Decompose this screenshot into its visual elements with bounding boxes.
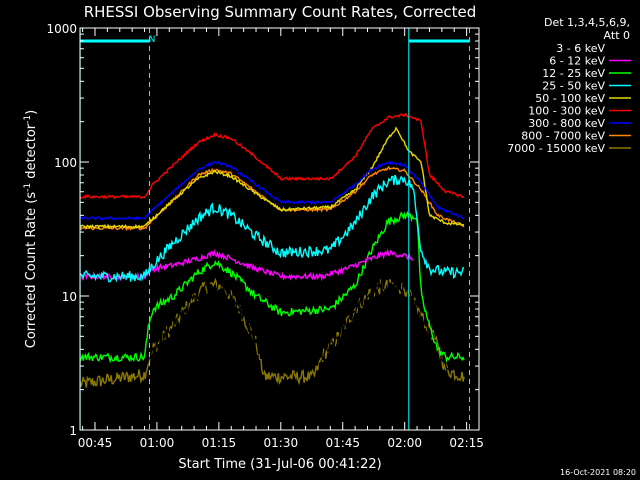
legend-label: 100 - 300 keV <box>528 105 605 118</box>
x-ticks: 00:45 01:00 01:15 01:30 01:45 02:00 02:15 <box>78 28 484 450</box>
series-line <box>80 165 465 231</box>
legend-header-line-1: Det 1,3,4,5,6,9, <box>544 16 630 29</box>
y-axis-label: Corrected Count Rate (s-1 detector-1) <box>23 110 39 348</box>
series-line <box>80 160 465 222</box>
timestamp: 16-Oct-2021 08:20 <box>560 468 636 477</box>
plot-frame <box>79 27 480 431</box>
x-tick-label: 02:15 <box>449 436 484 450</box>
series-line <box>80 113 465 200</box>
x-tick-label: 02:00 <box>387 436 422 450</box>
x-tick-label: 01:30 <box>264 436 299 450</box>
y-tick-label: 100 <box>54 156 77 170</box>
legend-label: 800 - 7000 keV <box>521 130 605 143</box>
x-tick-label: 01:15 <box>202 436 237 450</box>
x-tick-label: 01:00 <box>140 436 175 450</box>
y-tick-label: 10 <box>62 290 77 304</box>
y-tick-label: 1000 <box>46 22 77 36</box>
legend-label: 300 - 800 keV <box>528 117 605 130</box>
legend-label: 50 - 100 keV <box>535 92 605 105</box>
series-line <box>80 277 465 388</box>
legend-label: 3 - 6 keV <box>556 42 605 55</box>
x-tick-label: 00:45 <box>78 436 113 450</box>
y-tick-label: 1 <box>69 424 77 438</box>
y-ticks: 1 10 100 1000 <box>46 22 479 438</box>
night-annotation: N <box>149 35 156 45</box>
legend-header-line-2: Att 0 <box>604 29 630 42</box>
x-tick-label: 01:45 <box>325 436 360 450</box>
legend-label: 12 - 25 keV <box>542 67 605 80</box>
series-line <box>80 278 465 375</box>
series-line <box>80 126 465 230</box>
series-layer <box>80 113 465 388</box>
legend-label: 7000 - 15000 keV <box>507 142 605 155</box>
x-axis-label: Start Time (31-Jul-06 00:41:22) <box>178 457 381 472</box>
series-line <box>80 174 465 283</box>
legend-label: 25 - 50 keV <box>542 80 605 93</box>
chart-title: RHESSI Observing Summary Count Rates, Co… <box>84 3 477 21</box>
series-line <box>80 210 465 364</box>
legend-label: 6 - 12 keV <box>549 55 605 68</box>
